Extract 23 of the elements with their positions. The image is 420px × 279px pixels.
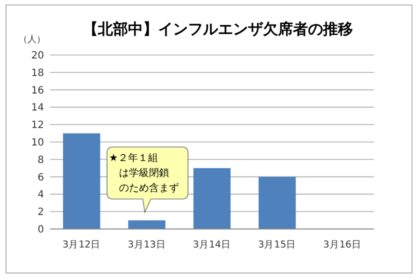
x-tick-label: 3月15日 [258,239,296,250]
x-tick-label: 3月16日 [323,239,362,250]
y-tick-label: 10 [31,138,44,148]
annotation: ★２年１組は学級閉鎖のため含まず [109,152,179,194]
y-tick-label: 20 [31,50,44,62]
y-tick-label: 4 [38,190,44,201]
bar [63,133,100,229]
x-tick-label: 3月12日 [62,239,101,250]
chart-title: 【北部中】インフルエンザ欠席者の推移 [83,20,353,38]
y-tick-label: 12 [31,120,44,132]
bar [128,220,166,229]
y-tick-label: 6 [38,172,44,184]
y-tick-label: 14 [31,102,44,114]
bar [258,176,296,229]
y-tick-label: 2 [38,207,44,218]
y-tick-label: 0 [38,224,44,236]
y-tick-label: 8 [38,154,44,166]
y-tick-label: 16 [31,85,44,96]
y-axis-title: （人） [18,34,46,45]
x-tick-label: 3月13日 [128,239,166,250]
x-tick-label: 3月14日 [192,239,232,250]
bar [193,168,231,229]
y-tick-label: 18 [31,68,44,79]
